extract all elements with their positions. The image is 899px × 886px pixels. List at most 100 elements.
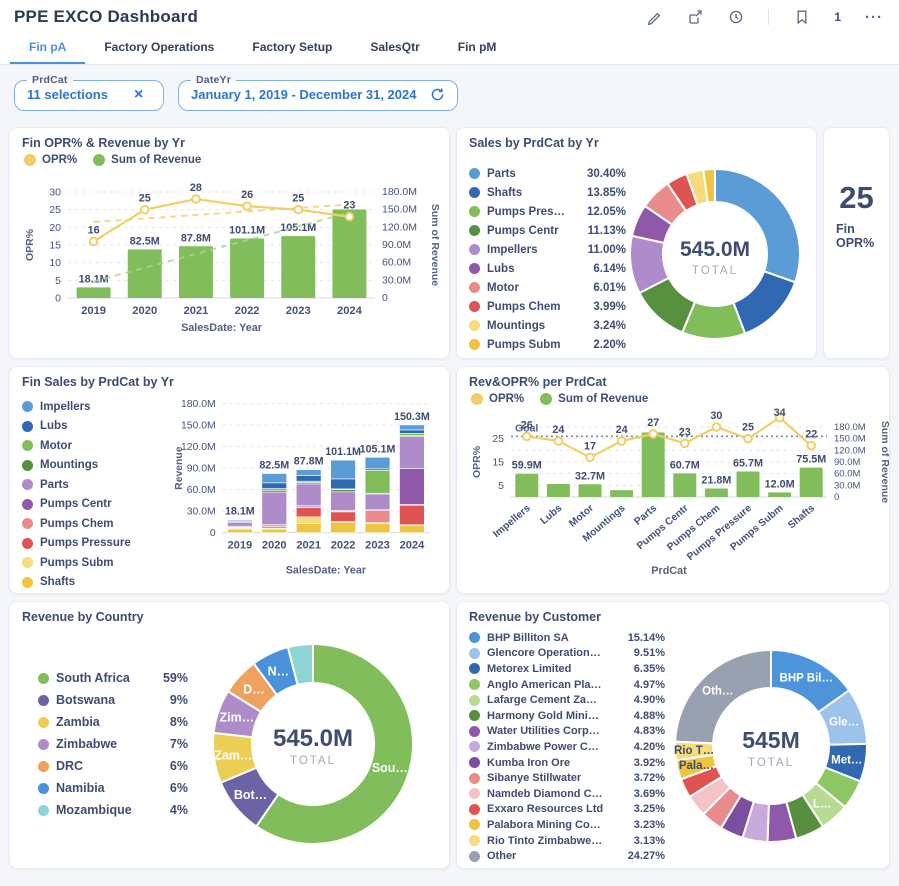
legend-item-sum-of-revenue[interactable]: Sum of Revenue	[540, 393, 648, 405]
legend-item-zimbabwe[interactable]: Zimbabwe 7%	[38, 733, 188, 755]
segment-pumps-pressure[interactable]	[399, 504, 425, 526]
edit-icon[interactable]	[645, 9, 662, 26]
segment-impellers[interactable]	[295, 469, 322, 476]
segment-impellers[interactable]	[261, 473, 287, 484]
segment-motor[interactable]	[261, 488, 287, 492]
bar-shafts[interactable]	[799, 467, 823, 497]
legend-item-pumps-pressure[interactable]: Pumps Pressure	[22, 534, 171, 554]
stacked-bar-2022[interactable]	[330, 459, 356, 533]
legend-item-water-utilities-corp[interactable]: Water Utilities Corp… 4.83%	[469, 724, 665, 740]
segment-parts[interactable]	[330, 491, 356, 511]
legend-item-zimbabwe-power-c[interactable]: Zimbabwe Power C… 4.20%	[469, 739, 665, 755]
bar-2019[interactable]	[76, 287, 111, 298]
share-icon[interactable]	[686, 9, 703, 26]
segment-impellers[interactable]	[227, 519, 253, 522]
line-marker-pumps-centr[interactable]	[680, 438, 690, 449]
bar-pumps-centr[interactable]	[673, 473, 697, 497]
stacked-bar-2021[interactable]	[295, 469, 322, 533]
donut-chart-revenue-by-country[interactable]: Sou… Bot… Zam… Zim… D…N… 545.0M TOTAL	[207, 638, 419, 850]
donut-slice-parts[interactable]	[714, 167, 801, 284]
legend-item-mountings[interactable]: Mountings 3.24%	[469, 316, 626, 335]
donut-slice-shafts[interactable]	[732, 270, 797, 335]
bar-pumps-chem[interactable]	[704, 488, 728, 497]
legend-item-mountings[interactable]: Mountings	[22, 456, 171, 476]
legend-item-shafts[interactable]: Shafts	[22, 573, 171, 593]
line-marker-2022[interactable]	[242, 201, 252, 211]
legend-item-pumps-centr[interactable]: Pumps Centr	[22, 495, 171, 515]
donut-slice-south-africa[interactable]	[254, 642, 414, 845]
legend-item-opr[interactable]: OPR%	[24, 154, 77, 166]
line-marker-2024[interactable]	[344, 211, 355, 222]
line-marker-pumps-chem[interactable]	[711, 422, 722, 432]
segment-impellers[interactable]	[399, 424, 425, 431]
segment-shafts[interactable]	[261, 528, 287, 533]
segment-shafts[interactable]	[364, 523, 391, 533]
segment-parts[interactable]	[261, 491, 287, 525]
filter-dateyr-value[interactable]: January 1, 2019 - December 31, 2024	[191, 87, 417, 102]
bar-2023[interactable]	[281, 236, 316, 298]
schedule-icon[interactable]	[727, 9, 744, 26]
segment-impellers[interactable]	[330, 459, 356, 480]
segment-pumps-centr[interactable]	[399, 468, 425, 505]
tab-factory-setup[interactable]: Factory Setup	[252, 40, 333, 54]
segment-motor[interactable]	[399, 433, 425, 436]
legend-item-harmony-gold-mini[interactable]: Harmony Gold Mini… 4.88%	[469, 708, 665, 724]
segment-parts[interactable]	[364, 493, 391, 511]
combo-chart-fin-opr-revenue[interactable]: 0 30.0M 60.0M 90.0M 120.0M 150.0M 180.0M 0 5 10 15…	[22, 168, 441, 336]
legend-item-metorex-limited[interactable]: Metorex Limited 6.35%	[469, 661, 665, 677]
reset-filter-icon[interactable]	[430, 87, 445, 102]
legend-item-lafarge-cement-za[interactable]: Lafarge Cement Za… 4.90%	[469, 692, 665, 708]
tab-fin-pa[interactable]: Fin pA	[10, 30, 86, 64]
donut-slice-other[interactable]	[674, 648, 772, 745]
segment-lubs[interactable]	[295, 475, 322, 482]
bar-series-sum-of-revenue[interactable]	[76, 209, 367, 298]
legend-item-pumps-chem[interactable]: Pumps Chem	[22, 514, 171, 534]
filter-prdcat[interactable]: PrdCat 11 selections ×	[14, 74, 164, 111]
legend-item-lubs[interactable]: Lubs 6.14%	[469, 259, 626, 278]
legend-item-palabora-mining-co[interactable]: Palabora Mining Co… 3.23%	[469, 817, 665, 833]
legend-item-drc[interactable]: DRC 6%	[38, 755, 188, 777]
legend-item-namdeb-diamond-c[interactable]: Namdeb Diamond C… 3.69%	[469, 786, 665, 802]
tab-fin-pm[interactable]: Fin pM	[457, 40, 497, 54]
legend-item-anglo-american-pla[interactable]: Anglo American Pla… 4.97%	[469, 677, 665, 693]
stacked-bar-2020[interactable]	[261, 473, 287, 533]
legend-item-glencore-operation[interactable]: Glencore Operation… 9.51%	[469, 646, 665, 662]
tab-factory-operations[interactable]: Factory Operations	[104, 40, 215, 54]
bar-2020[interactable]	[127, 249, 162, 298]
legend-item-pumps-pres[interactable]: Pumps Pres… 12.05%	[469, 202, 626, 221]
legend-item-parts[interactable]: Parts	[22, 475, 171, 495]
filter-prdcat-value[interactable]: 11 selections	[27, 87, 108, 102]
line-marker-shafts[interactable]	[806, 440, 817, 451]
segment-pumps-pressure[interactable]	[330, 511, 356, 522]
bar-series-sum-of-revenue[interactable]	[515, 432, 823, 497]
segment-impellers[interactable]	[364, 457, 391, 470]
bar-2022[interactable]	[230, 238, 265, 298]
bar-impellers[interactable]	[515, 473, 539, 497]
legend-item-south-africa[interactable]: South Africa 59%	[38, 667, 188, 689]
line-marker-pumps-subm[interactable]	[774, 412, 785, 423]
segment-shafts[interactable]	[330, 521, 356, 533]
line-marker-2020[interactable]	[139, 204, 150, 215]
legend-item-pumps-centr[interactable]: Pumps Centr 11.13%	[469, 221, 626, 240]
bar-pumps-subm[interactable]	[768, 492, 792, 497]
segment-pumps-subm[interactable]	[295, 516, 322, 524]
segment-parts[interactable]	[295, 483, 322, 506]
legend-item-pumps-subm[interactable]: Pumps Subm 2.20%	[469, 335, 626, 354]
legend-item-namibia[interactable]: Namibia 6%	[38, 777, 188, 799]
line-marker-parts[interactable]	[648, 429, 658, 439]
bar-lubs[interactable]	[546, 483, 570, 497]
stacked-bar-2019[interactable]	[227, 519, 253, 533]
filter-dateyr[interactable]: DateYr January 1, 2019 - December 31, 20…	[178, 74, 459, 111]
more-menu-icon[interactable]: ···	[865, 8, 883, 26]
donut-slice-mozambique[interactable]	[286, 642, 314, 687]
line-series-opr[interactable]	[93, 197, 350, 243]
line-marker-2019[interactable]	[88, 236, 99, 247]
bar-2021[interactable]	[178, 246, 213, 298]
segment-lubs[interactable]	[399, 429, 425, 434]
donut-slice-pumps-subm[interactable]	[702, 167, 716, 204]
segment-lubs[interactable]	[261, 482, 287, 489]
segment-shafts[interactable]	[227, 528, 253, 533]
segment-parts[interactable]	[399, 436, 425, 469]
line-marker-2023[interactable]	[293, 204, 304, 215]
